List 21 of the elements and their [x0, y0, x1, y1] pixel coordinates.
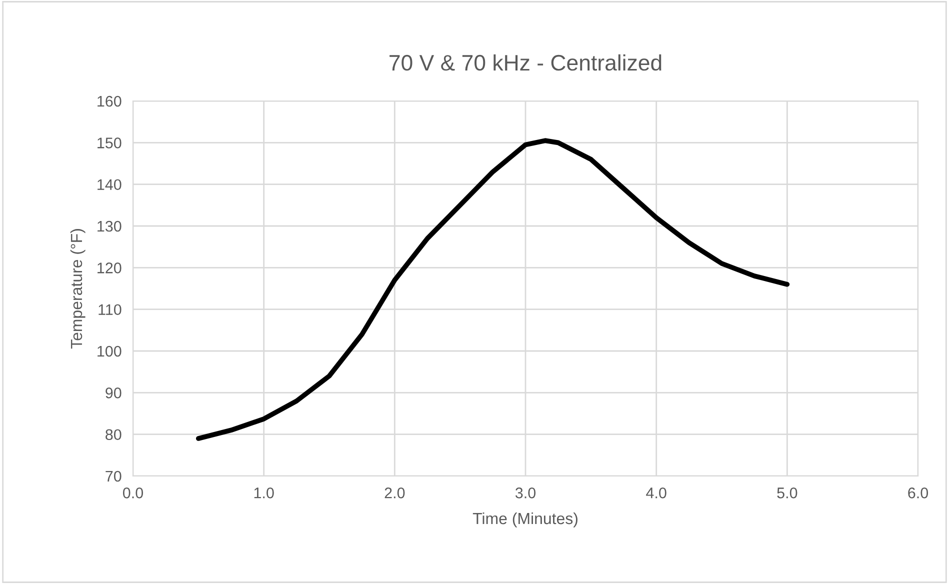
- y-tick-label: 130: [98, 220, 122, 232]
- y-tick-label: 100: [98, 346, 122, 357]
- y-tick-label: 80: [106, 429, 122, 440]
- y-tick-label: 160: [98, 96, 122, 107]
- x-tick-label: 5.0: [777, 488, 798, 498]
- line-series: [196, 138, 790, 441]
- x-axis-title: Time (Minutes): [472, 512, 578, 528]
- y-tick-label: 70: [106, 470, 122, 482]
- x-tick-label: 4.0: [646, 488, 666, 498]
- x-tick-label: 3.0: [515, 488, 536, 498]
- y-tick-label: 90: [106, 388, 122, 398]
- x-tick-label: 2.0: [384, 488, 405, 498]
- y-tick-label: 110: [98, 304, 122, 316]
- y-tick-label: 120: [98, 262, 122, 274]
- x-tick-label: 1.0: [254, 488, 274, 498]
- y-tick-label: 150: [98, 138, 122, 148]
- x-tick-label: 0.0: [122, 488, 144, 498]
- x-tick-label: 6.0: [908, 488, 928, 498]
- y-tick-label: 140: [98, 179, 122, 190]
- chart-title: 70 V & 70 kHz - Centralized: [390, 54, 662, 71]
- y-axis-title: Temperature (°F): [70, 229, 86, 349]
